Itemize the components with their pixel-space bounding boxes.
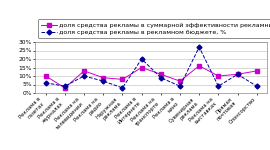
доля средства рекламы в суммарной эффективности рекламных средств, % (102, 77, 105, 79)
доля средства рекламы в суммарной эффективности рекламных средств, % (121, 78, 124, 80)
доля средства рекламы в рекламном бюджете, % (121, 87, 124, 89)
доля средства рекламы в рекламном бюджете, % (102, 80, 105, 82)
доля средства рекламы в суммарной эффективности рекламных средств, % (63, 87, 66, 89)
доля средства рекламы в рекламном бюджете, % (236, 73, 239, 75)
доля средства рекламы в суммарной эффективности рекламных средств, % (159, 73, 163, 75)
Line: доля средства рекламы в рекламном бюджете, %: доля средства рекламы в рекламном бюджет… (44, 45, 258, 90)
доля средства рекламы в рекламном бюджете, % (63, 85, 66, 87)
доля средства рекламы в суммарной эффективности рекламных средств, % (44, 75, 47, 77)
доля средства рекламы в суммарной эффективности рекламных средств, % (198, 65, 201, 67)
доля средства рекламы в суммарной эффективности рекламных средств, % (178, 80, 182, 82)
доля средства рекламы в суммарной эффективности рекламных средств, % (255, 70, 258, 72)
Legend: доля средства рекламы в суммарной эффективности рекламных средств, %, доля средс: доля средства рекламы в суммарной эффект… (38, 19, 270, 38)
доля средства рекламы в рекламном бюджете, % (178, 85, 182, 87)
доля средства рекламы в суммарной эффективности рекламных средств, % (217, 75, 220, 77)
доля средства рекламы в суммарной эффективности рекламных средств, % (140, 67, 143, 68)
доля средства рекламы в рекламном бюджете, % (159, 77, 163, 79)
доля средства рекламы в рекламном бюджете, % (44, 82, 47, 84)
доля средства рекламы в рекламном бюджете, % (140, 58, 143, 60)
доля средства рекламы в суммарной эффективности рекламных средств, % (82, 70, 86, 72)
Line: доля средства рекламы в суммарной эффективности рекламных средств, %: доля средства рекламы в суммарной эффект… (44, 64, 258, 90)
доля средства рекламы в суммарной эффективности рекламных средств, % (236, 73, 239, 75)
доля средства рекламы в рекламном бюджете, % (82, 75, 86, 77)
доля средства рекламы в рекламном бюджете, % (217, 85, 220, 87)
доля средства рекламы в рекламном бюджете, % (255, 85, 258, 87)
доля средства рекламы в рекламном бюджете, % (198, 46, 201, 48)
